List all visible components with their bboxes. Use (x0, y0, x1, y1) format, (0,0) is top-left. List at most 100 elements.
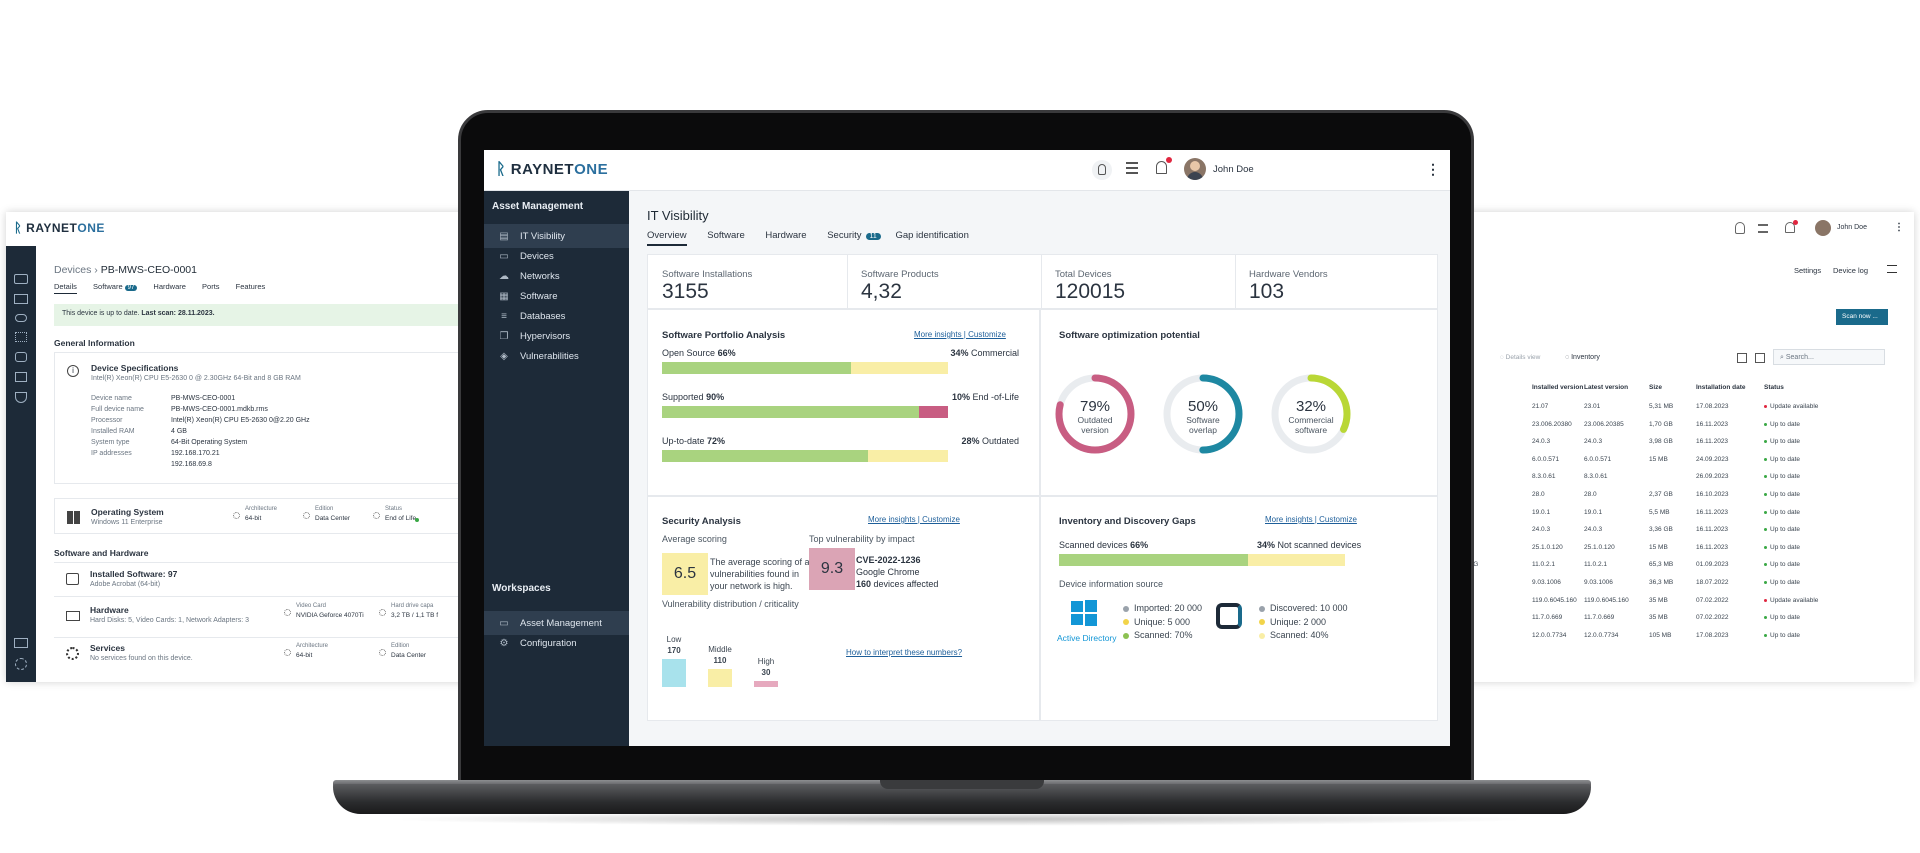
settings-link[interactable]: Settings (1794, 266, 1822, 275)
table-row[interactable]: 6.0.0.571 6.0.0.571 15 MB 24.09.2023 Up to d… (1532, 455, 1800, 463)
apps-icon[interactable] (15, 332, 27, 342)
table-row[interactable]: 24.0.3 24.0.3 3,98 GB 16.11.2023 Up to date (1532, 438, 1800, 446)
lightbulb-icon (1098, 164, 1106, 175)
cve-id[interactable]: CVE-2022-1236 (856, 555, 921, 565)
meta-icon (233, 512, 240, 519)
inventory-toggle[interactable]: ◌ Inventory (1565, 354, 1600, 361)
tab-software[interactable]: Software (93, 282, 123, 291)
status-text: Up to date (1770, 579, 1800, 586)
lightbulb-icon[interactable] (1735, 222, 1745, 234)
bell-icon[interactable] (1156, 161, 1167, 174)
search-input[interactable]: ⌕ Search... (1773, 349, 1885, 365)
export-icon[interactable] (1737, 353, 1747, 363)
raynet-logo-icon (1216, 603, 1242, 629)
sidebar-item-it-visibility[interactable]: ▤ IT Visibility (484, 224, 629, 248)
raynet-stats: Discovered: 10 000 Unique: 2 000 Scanned: … (1259, 602, 1348, 643)
layers-icon[interactable] (15, 372, 27, 382)
table-row[interactable]: 21.07 23.01 5,31 MB 17.08.2023 Update availa… (1532, 403, 1819, 410)
dist-name: Low (666, 635, 682, 644)
installed-software-subtitle: Adobe Acrobat (64-bit) (90, 581, 161, 588)
table-header[interactable]: Installation date (1696, 384, 1746, 391)
gear-icon[interactable] (15, 658, 27, 670)
tab-security[interactable]: Security (827, 230, 862, 241)
table-header[interactable]: Size (1649, 384, 1663, 391)
portfolio-insights-link[interactable]: More insights | Customize (914, 330, 1006, 339)
database-icon[interactable] (15, 352, 27, 362)
sidebar-item-hypervisors[interactable]: ❐ Hypervisors (484, 324, 629, 348)
user-name[interactable]: John Doe (1837, 224, 1867, 231)
sidebar-item-vulnerabilities[interactable]: ◈ Vulnerabilities (484, 344, 629, 368)
table-row[interactable]: Co. KG11.0.2.111.0.2.165,3 MB01.09.2023U… (1457, 561, 1800, 569)
avatar[interactable] (1815, 220, 1831, 236)
bell-icon[interactable] (1785, 222, 1795, 233)
windows-icon (67, 511, 80, 524)
more-vertical-icon[interactable]: ⋮ (1894, 222, 1904, 233)
device-details-window: ᚱ RAYNETONE Devices › PB-MWS-CEO-0001 De… (6, 212, 490, 682)
tab-features[interactable]: Features (235, 282, 266, 291)
table-header[interactable]: Installed version (1532, 384, 1584, 391)
sidebar-item-software[interactable]: ▦ Software (484, 284, 629, 308)
tab-hardware[interactable]: Hardware (153, 282, 186, 291)
shield-icon[interactable] (15, 392, 27, 403)
avatar[interactable] (1184, 158, 1206, 180)
ring-percent: 32% (1296, 398, 1326, 415)
installed-software-icon (66, 573, 79, 585)
table-row[interactable]: 25.1.0.120 25.1.0.120 15 MB 16.11.2023 Up to… (1532, 543, 1800, 551)
tab-gap-identification[interactable]: Gap identification (895, 230, 969, 241)
workspace-configuration[interactable]: ⚙ Configuration (499, 637, 577, 649)
columns-icon[interactable] (1755, 353, 1765, 363)
services-title[interactable]: Services (90, 643, 125, 653)
dist-name: Middle (708, 645, 732, 654)
spec-subtitle: Intel(R) Xeon(R) CPU E5-2630 0 @ 2.30GHz… (91, 375, 301, 382)
tab-software[interactable]: Software (707, 230, 745, 241)
section-software-hardware: Software and Hardware (54, 548, 149, 558)
checklist-icon[interactable] (1126, 162, 1138, 174)
tab-ports[interactable]: Ports (202, 282, 220, 291)
kpi-value: 4,32 (861, 280, 902, 303)
user-name[interactable]: John Doe (1213, 164, 1254, 175)
table-row[interactable]: 12.0.0.7734 12.0.0.7734 105 MB 17.08.2023 Up… (1532, 631, 1800, 639)
sidebar-item-label: Devices (520, 250, 554, 262)
chart-icon[interactable] (14, 274, 28, 284)
menu-icon[interactable] (1887, 265, 1897, 273)
more-vertical-icon[interactable]: ⋮ (1426, 161, 1440, 177)
lightbulb-icon-button[interactable] (1092, 160, 1112, 180)
average-scoring-label: Average scoring (662, 534, 727, 544)
book-icon[interactable] (14, 638, 28, 648)
inventory-insights-link[interactable]: More insights | Customize (1265, 515, 1357, 524)
details-view-toggle[interactable]: ◌ Details view (1500, 354, 1541, 361)
workspace-asset-management[interactable]: ▭ Asset Management (484, 611, 629, 635)
hardware-title[interactable]: Hardware (90, 605, 129, 615)
scan-now-button[interactable]: Scan now ... (1836, 309, 1888, 325)
installed-software-title[interactable]: Installed Software: 97 (90, 569, 178, 579)
table-header[interactable]: Latest version (1584, 384, 1629, 391)
sidebar-item-networks[interactable]: ☁ Networks (484, 264, 629, 288)
cloud-icon[interactable] (15, 314, 27, 322)
brand-logo[interactable]: ᚱ RAYNETONE (496, 161, 609, 178)
table-row[interactable]: 23.006.20380 23.006.20385 1,70 GB 16.11.202… (1532, 420, 1800, 428)
status-dot (1764, 475, 1767, 479)
breadcrumb-root[interactable]: Devices (54, 264, 92, 276)
table-row[interactable]: 24.0.3 24.0.3 3,36 GB 16.11.2023 Up to date (1532, 526, 1800, 534)
list-icon[interactable] (1758, 224, 1768, 233)
sidebar-item-devices[interactable]: ▭ Devices (484, 244, 629, 268)
device-log-link[interactable]: Device log (1833, 266, 1869, 275)
status-text: Up to date (1770, 561, 1800, 569)
table-row[interactable]: 11.7.0.669 11.7.0.669 35 MB 07.02.2022 Up to… (1532, 614, 1800, 622)
security-insights-link[interactable]: More insights | Customize (868, 515, 960, 524)
tab-details[interactable]: Details (54, 282, 77, 294)
sidebar-item-label: Software (520, 290, 558, 302)
table-row[interactable]: 19.0.1 19.0.1 5,5 MB 16.11.2023 Up to date (1532, 508, 1800, 516)
tab-hardware[interactable]: Hardware (765, 230, 807, 241)
table-header[interactable]: Status (1764, 384, 1784, 391)
interpret-numbers-link[interactable]: How to interpret these numbers? (846, 648, 963, 657)
sidebar-item-databases[interactable]: ≡ Databases (484, 304, 629, 328)
monitor-icon[interactable] (14, 294, 28, 304)
tab-overview[interactable]: Overview (647, 230, 687, 246)
table-row[interactable]: 8.3.0.61 8.3.0.61 26.09.2023 Up to date (1532, 473, 1800, 481)
software-count-badge: 97 (124, 285, 138, 291)
table-row[interactable]: 28.0 28.0 2,37 GB 16.10.2023 Up to date (1532, 491, 1800, 498)
table-row[interactable]: 119.0.6045.160 119.0.6045.160 35 MB 07.02.2… (1532, 596, 1819, 604)
status-dot (1764, 457, 1767, 461)
